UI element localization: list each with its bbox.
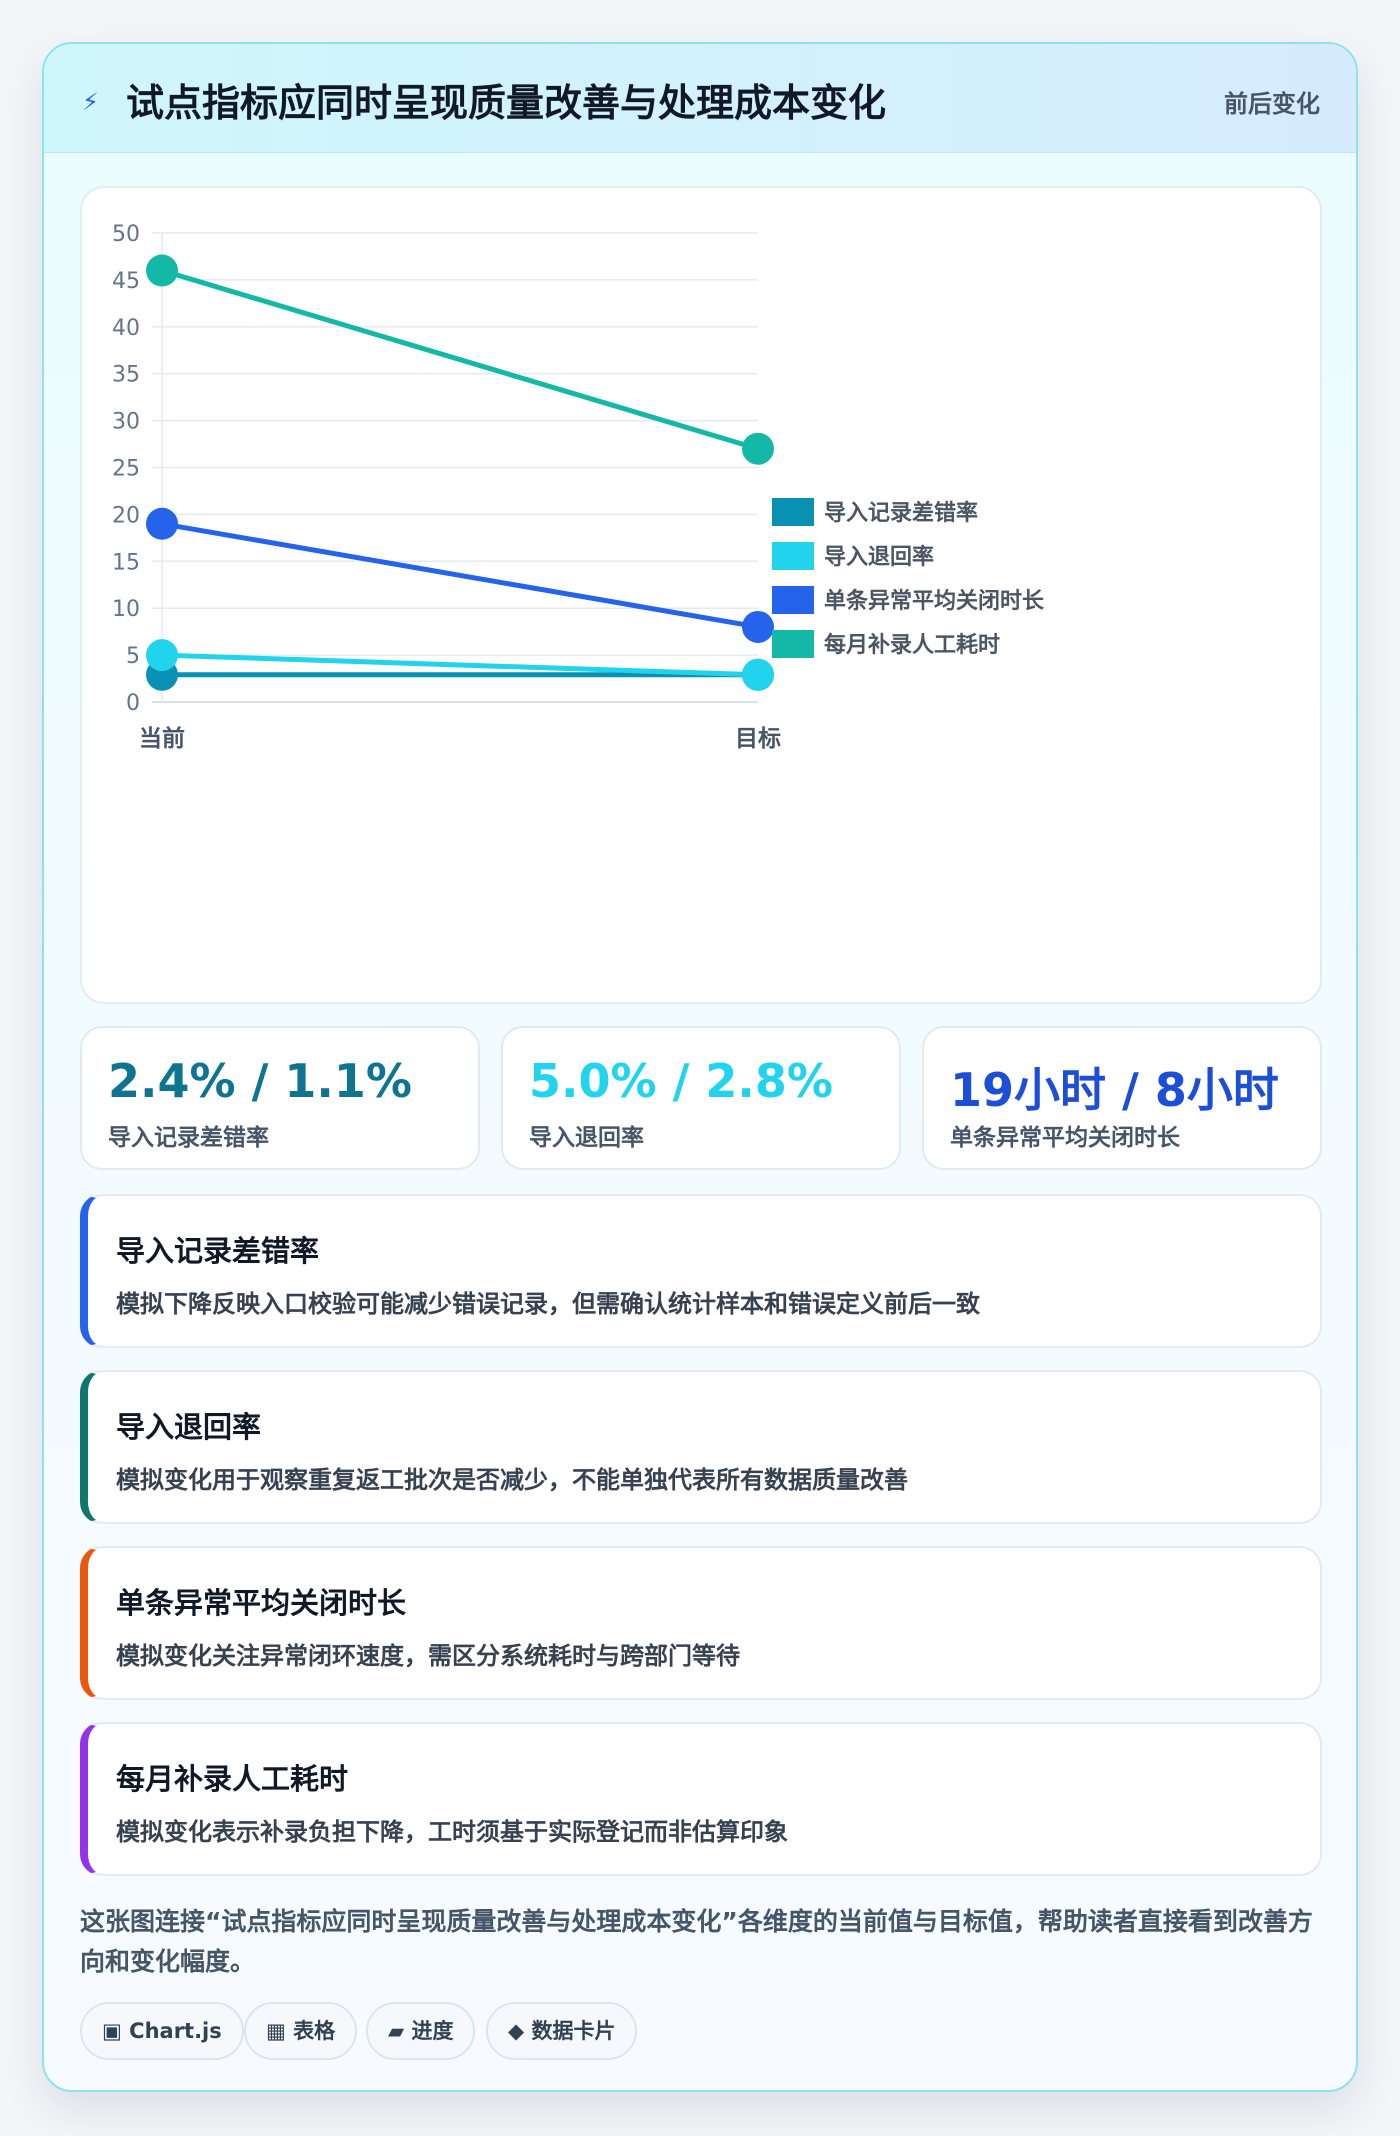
legend-label: 导入退回率 <box>824 544 934 570</box>
stat-label: 单条异常平均关闭时长 <box>950 1125 1180 1151</box>
legend-swatch <box>772 542 814 570</box>
data-point <box>742 658 774 691</box>
stat-value: 5.0% / 2.8% <box>529 1054 833 1108</box>
header-tag: 前后变化 <box>1224 90 1320 118</box>
stat-label: 导入记录差错率 <box>108 1125 269 1151</box>
chip-label: 表格 <box>293 2019 336 2043</box>
legend-label: 单条异常平均关闭时长 <box>824 588 1045 614</box>
y-tick-label: 15 <box>112 550 140 575</box>
data-point <box>742 610 774 643</box>
series-line <box>161 652 759 678</box>
note-title: 单条异常平均关闭时长 <box>116 1586 407 1620</box>
bolt-icon: ⚡ <box>82 88 99 116</box>
x-tick-label: 当前 <box>139 725 185 752</box>
y-tick-label: 10 <box>112 597 140 622</box>
stat-value: 19小时 / 8小时 <box>950 1063 1279 1117</box>
legend-label: 导入记录差错率 <box>824 500 978 526</box>
y-tick-label: 45 <box>112 269 140 294</box>
data-point <box>146 639 178 672</box>
note-title: 导入退回率 <box>116 1410 262 1444</box>
note-text: 模拟变化用于观察重复返工批次是否减少，不能单独代表所有数据质量改善 <box>116 1466 908 1494</box>
note-text: 模拟变化关注异常闭环速度，需区分系统耗时与跨部门等待 <box>116 1642 740 1670</box>
chip-progress[interactable]: ▰ 进度 <box>366 2002 476 2060</box>
legend-swatch <box>772 630 814 658</box>
y-tick-label: 35 <box>112 363 140 388</box>
chip-label: 数据卡片 <box>531 2019 616 2043</box>
summary-text: 这张图连接“试点指标应同时呈现质量改善与处理成本变化”各维度的当前值与目标值，帮… <box>80 1907 1313 1976</box>
data-point <box>146 507 178 540</box>
series-line <box>161 268 759 452</box>
page-title: 试点指标应同时呈现质量改善与处理成本变化 <box>126 81 887 125</box>
chip-table[interactable]: ▦ 表格 <box>244 2002 358 2060</box>
table-icon: ▦ <box>266 2019 286 2043</box>
chart-panel: 0 5 10 15 20 25 30 35 40 45 50 当前 目标 导入记录差错率 导入退回率单条异常… <box>80 186 1322 1004</box>
chip-data-cards[interactable]: ◆ 数据卡片 <box>486 2002 638 2060</box>
y-tick-label: 40 <box>112 316 140 341</box>
legend-label: 每月补录人工耗时 <box>824 632 1000 658</box>
y-tick-label: 0 <box>126 691 140 716</box>
chip-label: 进度 <box>411 2019 454 2043</box>
stat-label: 导入退回率 <box>529 1125 644 1151</box>
chip-chartjs[interactable]: ▣ Chart.js <box>80 2002 244 2060</box>
legend-swatch <box>772 586 814 614</box>
legend-swatch <box>772 498 814 526</box>
line-chart: 0 5 10 15 20 25 30 35 40 45 50 当前 目标 导入记录差错率导入退回率单条异常… <box>112 222 1045 752</box>
y-tick-label: 50 <box>112 222 140 247</box>
y-tick-label: 5 <box>126 644 140 669</box>
stat-card-close-time: 19小时 / 8小时 单条异常平均关闭时长 <box>922 1026 1322 1170</box>
series-line <box>161 521 759 630</box>
note-title: 导入记录差错率 <box>116 1234 320 1268</box>
x-tick-label: 目标 <box>735 726 781 752</box>
note-text: 模拟下降反映入口校验可能减少错误记录，但需确认统计样本和错误定义前后一致 <box>116 1290 980 1318</box>
y-tick-label: 20 <box>112 503 140 528</box>
data-point <box>742 432 774 465</box>
note-title: 每月补录人工耗时 <box>116 1762 349 1796</box>
stat-cards: 2.4% / 1.1% 导入记录差错率 5.0% / 2.8% 导入退回率 19… <box>80 1026 1322 1170</box>
note-card-error-rate: 导入记录差错率 模拟下降反映入口校验可能减少错误记录，但需确认统计样本和错误定义… <box>80 1194 1322 1348</box>
chart-icon: ▣ <box>102 2019 122 2043</box>
progress-icon: ▰ <box>388 2019 405 2043</box>
stat-card-return-rate: 5.0% / 2.8% 导入退回率 <box>501 1026 901 1170</box>
chip-label: Chart.js <box>129 2019 222 2043</box>
note-card-return-rate: 导入退回率 模拟变化用于观察重复返工批次是否减少，不能单独代表所有数据质量改善 <box>80 1370 1322 1524</box>
diamond-icon: ◆ <box>508 2019 525 2043</box>
y-tick-label: 30 <box>112 410 140 435</box>
data-point <box>146 254 178 287</box>
card-header: ⚡ 试点指标应同时呈现质量改善与处理成本变化 前后变化 <box>44 44 1356 153</box>
note-card-close-time: 单条异常平均关闭时长 模拟变化关注异常闭环速度，需区分系统耗时与跨部门等待 <box>80 1546 1322 1700</box>
stat-card-error-rate: 2.4% / 1.1% 导入记录差错率 <box>80 1026 480 1170</box>
note-text: 模拟变化表示补录负担下降，工时须基于实际登记而非估算印象 <box>116 1818 788 1846</box>
note-card-manual-hours: 每月补录人工耗时 模拟变化表示补录负担下降，工时须基于实际登记而非估算印象 <box>80 1722 1322 1876</box>
infographic-card: ⚡ 试点指标应同时呈现质量改善与处理成本变化 前后变化 0 5 10 15 20 25 30… <box>42 42 1358 2092</box>
stat-value: 2.4% / 1.1% <box>108 1054 412 1108</box>
y-tick-label: 25 <box>112 457 140 482</box>
